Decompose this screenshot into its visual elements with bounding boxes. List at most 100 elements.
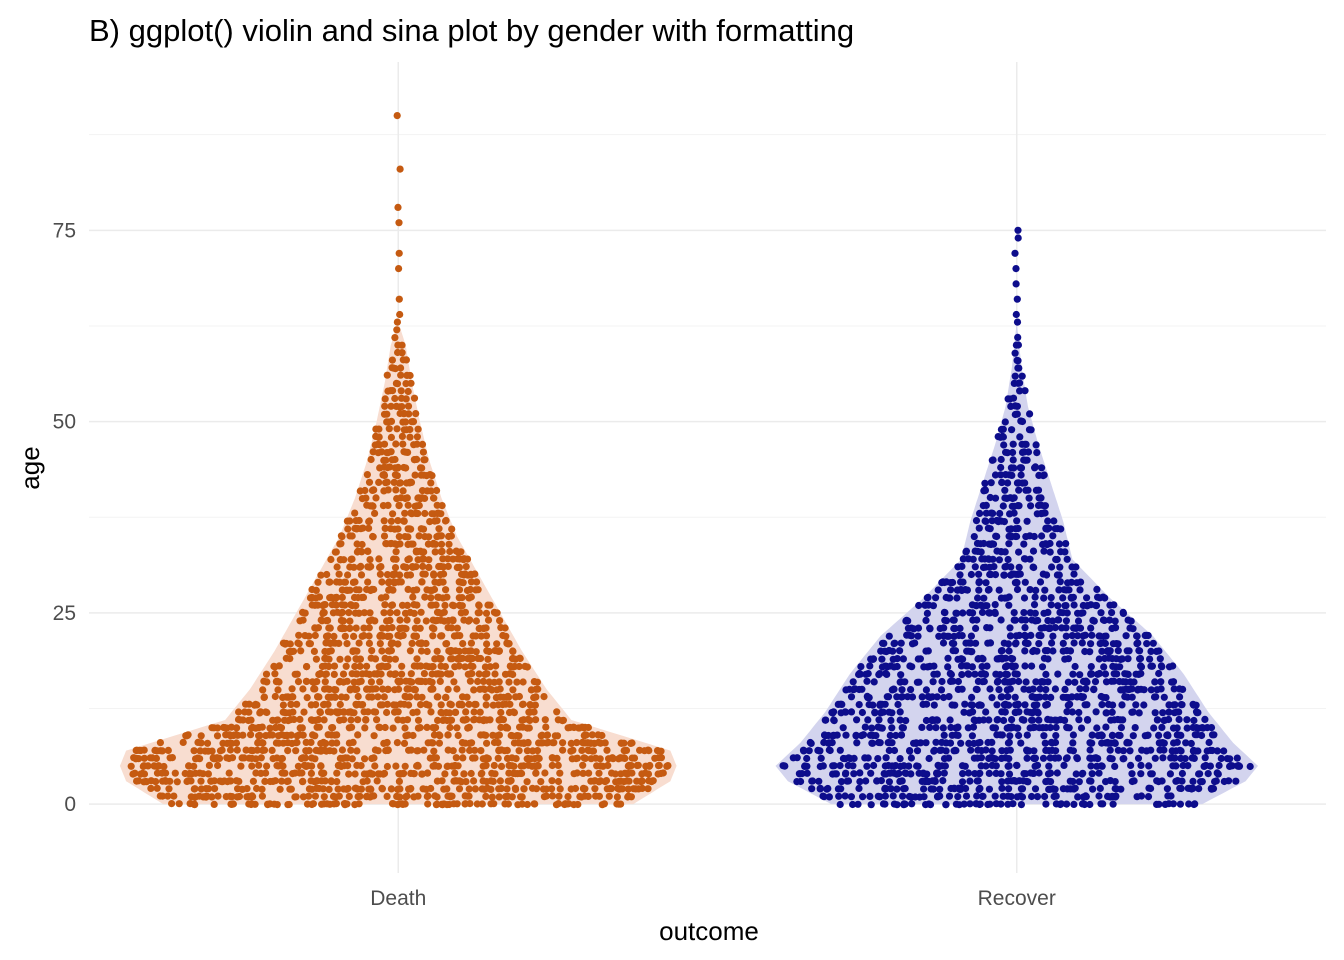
data-point (1042, 746, 1050, 755)
data-point (579, 761, 587, 769)
data-point (263, 762, 271, 770)
data-point (935, 762, 943, 771)
data-point (320, 601, 328, 609)
data-point (1157, 678, 1165, 686)
data-point (387, 647, 395, 655)
data-point (1078, 639, 1086, 647)
data-point (890, 746, 899, 755)
data-point (144, 762, 152, 770)
data-point (1108, 731, 1116, 740)
data-point (170, 792, 178, 800)
data-point (1088, 731, 1096, 739)
data-point (832, 770, 841, 778)
data-point (476, 708, 484, 716)
data-point (471, 700, 479, 709)
data-point (648, 777, 656, 785)
data-point (1220, 777, 1228, 786)
data-point (986, 570, 994, 579)
data-point (367, 785, 375, 793)
data-point (325, 785, 333, 794)
data-point (466, 616, 474, 624)
data-point (197, 739, 205, 747)
data-point (975, 579, 983, 587)
data-point (391, 394, 399, 403)
data-point (842, 769, 850, 777)
data-point (260, 677, 268, 685)
data-point (363, 662, 371, 670)
data-point (371, 617, 379, 625)
data-point (357, 762, 365, 770)
data-point (958, 778, 967, 786)
data-point (1091, 678, 1100, 686)
data-point (1042, 800, 1050, 808)
data-point (370, 754, 378, 762)
data-point (434, 693, 442, 701)
data-point (415, 532, 423, 540)
data-point (941, 609, 949, 617)
data-point (985, 785, 994, 793)
data-point (991, 609, 999, 618)
data-point (517, 762, 525, 770)
data-point (933, 770, 941, 778)
data-point (312, 655, 320, 663)
data-point (467, 662, 475, 670)
data-point (881, 800, 889, 808)
data-point (378, 578, 386, 586)
data-point (905, 762, 913, 770)
data-point (503, 693, 511, 701)
data-point (444, 792, 452, 800)
data-point (376, 570, 384, 578)
data-point (1089, 785, 1097, 793)
data-point (653, 747, 662, 755)
data-point (957, 739, 965, 747)
data-point (1099, 800, 1107, 808)
data-point (1054, 616, 1062, 624)
data-point (977, 701, 985, 709)
data-point (1024, 448, 1033, 456)
data-point (1195, 785, 1203, 793)
data-point (806, 738, 814, 747)
data-point (488, 793, 496, 801)
data-point (351, 509, 359, 517)
data-point (365, 524, 373, 532)
outlier-point (1012, 341, 1021, 349)
data-point (395, 533, 403, 541)
data-point (462, 563, 470, 571)
data-point (1071, 678, 1079, 686)
data-point (954, 793, 962, 801)
data-point (903, 631, 911, 639)
data-point (926, 723, 934, 732)
data-point (1005, 601, 1013, 609)
data-point (556, 785, 564, 793)
data-point (925, 754, 933, 763)
data-point (979, 792, 987, 800)
data-point (869, 739, 877, 747)
data-point (431, 578, 439, 586)
data-point (1038, 532, 1046, 540)
data-point (967, 746, 975, 754)
data-point (426, 518, 434, 526)
data-point (355, 678, 363, 686)
data-point (1023, 754, 1031, 762)
x-axis-ticks: Death Recover (370, 887, 1056, 910)
data-point (440, 716, 449, 724)
data-point (1011, 693, 1019, 701)
data-point (531, 701, 540, 709)
data-point (424, 800, 432, 808)
data-point (392, 762, 400, 770)
data-point (274, 686, 282, 694)
data-point (507, 777, 515, 785)
data-point (467, 647, 475, 655)
data-point (372, 708, 380, 716)
data-point (565, 800, 573, 808)
data-point (1036, 685, 1044, 693)
outlier-point (396, 165, 404, 173)
data-point (988, 747, 996, 755)
data-point (922, 616, 930, 625)
data-point (249, 777, 257, 785)
data-point (1069, 739, 1077, 747)
data-point (1086, 739, 1094, 747)
data-point (409, 731, 417, 740)
data-point (482, 701, 490, 709)
data-point (397, 578, 405, 586)
